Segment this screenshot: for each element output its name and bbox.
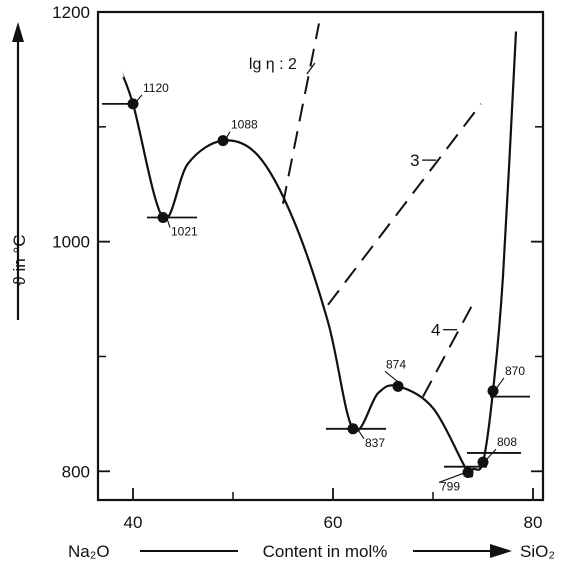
data-label-leader	[225, 131, 231, 139]
data-point-marker	[487, 385, 499, 397]
isoviscosity-label: lg η : 2	[249, 56, 297, 73]
data-label: 837	[365, 436, 385, 450]
data-label-leader	[135, 94, 143, 103]
point-labels: 1120 1021 1088 837 874 799 808 870	[135, 81, 525, 493]
data-point-marker	[347, 423, 359, 435]
liquidus-dash-gap	[113, 55, 124, 79]
data-label-leader	[384, 370, 402, 385]
data-label: 1088	[231, 118, 258, 132]
y-axis-label: ϑ in °C	[10, 234, 29, 285]
x-tick-label: 80	[524, 513, 543, 532]
isoviscosity-leader	[306, 62, 316, 75]
isoviscosity-label: 3	[410, 151, 419, 170]
data-point-marker	[462, 466, 474, 478]
liquidus-curve-group	[113, 31, 518, 478]
isoviscosity-lines: lg η : 2 3 4	[249, 23, 482, 398]
y-axis-arrow-head	[12, 22, 24, 42]
x-axis-title: Na₂O Content in mol% SiO₂	[68, 542, 555, 561]
isoviscosity-line	[327, 103, 482, 306]
x-axis-right-label: SiO₂	[520, 542, 555, 561]
liquidus-curve	[116, 31, 518, 478]
x-axis-center-label: Content in mol%	[263, 542, 388, 561]
data-label: 874	[386, 357, 406, 371]
axis-ticks: 40 60 80 800 1000 1200	[52, 3, 543, 532]
y-tick-label: 800	[62, 462, 90, 481]
data-label-leader	[438, 469, 472, 483]
x-axis-arrow-head	[490, 544, 512, 558]
y-tick-label: 1000	[52, 233, 90, 252]
x-axis-left-label: Na₂O	[68, 542, 110, 561]
data-point-marker	[477, 456, 489, 468]
isoviscosity-line	[282, 23, 320, 204]
data-label-leader	[485, 448, 497, 461]
data-label: 799	[440, 479, 460, 493]
data-point-marker	[157, 212, 169, 224]
data-points	[127, 98, 499, 478]
y-tick-label: 1200	[52, 3, 90, 22]
data-label: 1021	[171, 225, 198, 239]
plot-frame	[96, 10, 545, 502]
x-tick-label: 40	[124, 513, 143, 532]
data-label-leader	[355, 426, 365, 440]
data-label: 1120	[143, 81, 169, 95]
isoviscosity-line	[422, 303, 474, 398]
data-label-leader	[165, 215, 171, 228]
data-point-marker	[127, 98, 139, 110]
data-label-leader	[495, 377, 505, 390]
isoviscosity-label: 4	[431, 321, 440, 340]
plot-border	[96, 10, 545, 502]
data-point-marker	[217, 135, 229, 147]
x-tick-label: 60	[324, 513, 343, 532]
data-label: 870	[505, 364, 525, 378]
data-label: 808	[497, 435, 517, 449]
y-axis-title: ϑ in °C	[10, 22, 29, 320]
